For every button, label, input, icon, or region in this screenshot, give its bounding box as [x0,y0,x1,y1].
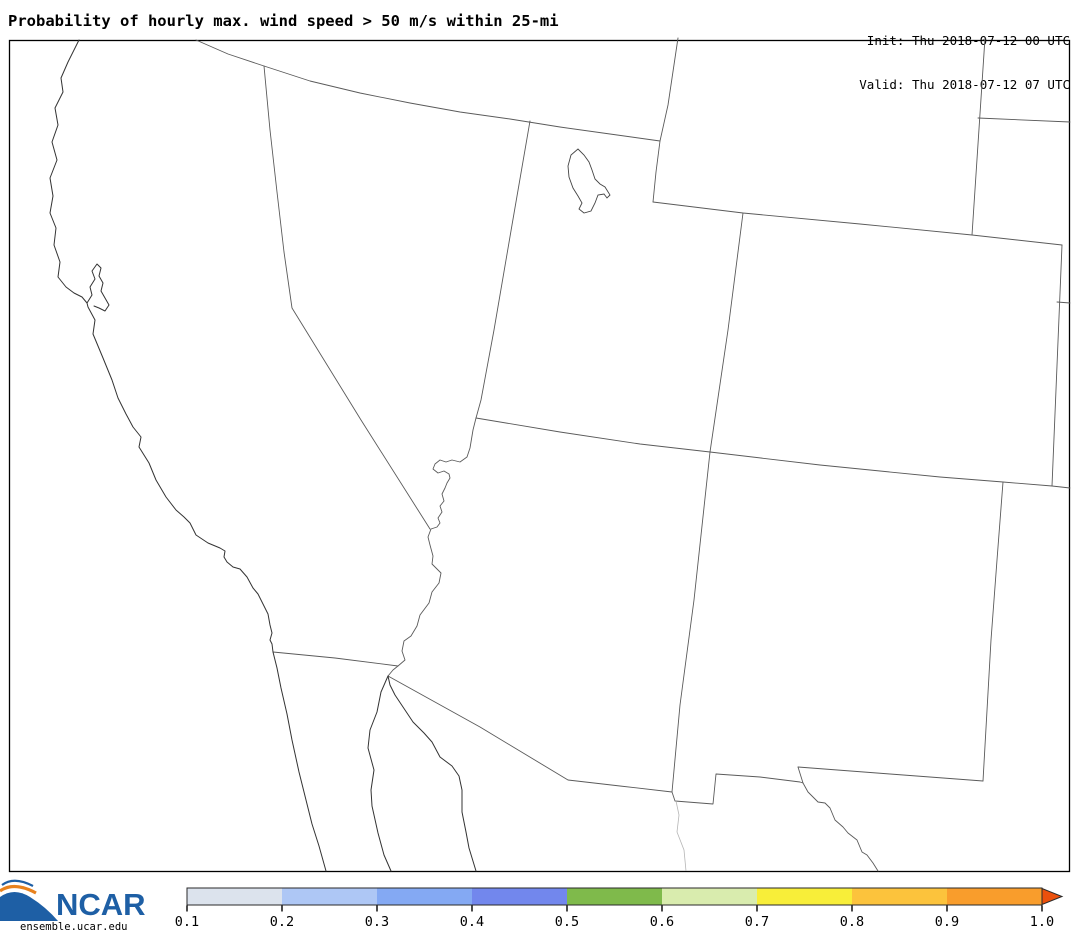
colorbar-tick-label: 1.0 [1030,914,1054,930]
timestamp-block: Init: Thu 2018-07-12 00 UTC Valid: Thu 2… [859,5,1070,107]
colorbar-tick-label: 0.5 [555,914,579,930]
colorbar-labels: 0.1 0.2 0.3 0.4 0.5 0.6 0.7 0.8 0.9 1.0 [175,914,1054,930]
ncar-logo-text: NCAR [56,887,146,922]
border-43n-stub [977,117,1071,123]
border-42n-parallel [195,39,661,142]
probability-colorbar: 0.1 0.2 0.3 0.4 0.5 0.6 0.7 0.8 0.9 1.0 [175,887,1064,930]
border-idaho-wyoming-utah-111w [652,37,679,203]
coast-baja-pacific [272,651,327,872]
ensemble-url: ensemble.ucar.edu [20,921,128,933]
colorbar-tick-label: 0.8 [840,914,864,930]
colorbar-tick-label: 0.9 [935,914,959,930]
colorbar-segment [187,888,282,905]
map-frame [8,39,1071,873]
border-newmexico-texas-32n [797,766,984,782]
colorbar-tick-label: 0.3 [365,914,389,930]
border-37n-parallel [475,417,1071,489]
coastlines-group [49,39,477,872]
colorbar-segments [186,887,1064,906]
border-colorado-river [387,417,477,677]
border-newmexico-texas-103w [982,481,1004,782]
border-40n-stub [1056,301,1071,304]
coast-california [49,39,274,653]
colorbar-arrow [1041,887,1064,906]
coast-san-francisco-bay [86,263,110,312]
ncar-swoosh-orange-arc [0,884,37,895]
colorbar-ticks [186,905,1043,912]
coast-baja-gulf [367,675,392,872]
colorbar-segment [567,888,662,905]
colorbar-segment [472,888,567,905]
border-us-mexico-california [272,651,399,667]
border-newmexico-bootheel [671,773,804,805]
colorbar-segment [947,888,1042,905]
coast-sonora-gulf [387,675,477,872]
border-nevada-utah-114w [475,120,531,419]
ncar-logo: NCAR [0,879,146,922]
ncar-swoosh-top-arc [1,879,34,887]
border-colorado-102w [1051,244,1063,487]
map-title: Probability of hourly max. wind speed > … [8,12,559,30]
colorbar-tick-label: 0.2 [270,914,294,930]
border-utah-colorado-arizona-newmexico-109w [671,212,744,793]
colorbar-segment [852,888,947,905]
colorbar-tick-label: 0.6 [650,914,674,930]
colorbar-segment [282,888,377,905]
ncar-swoosh-main [0,892,58,921]
colorbar-tick-label: 0.7 [745,914,769,930]
colorbar-tick-label: 0.4 [460,914,484,930]
river-chihuahua [675,800,687,872]
border-41n-parallel [652,201,1063,246]
border-california-nevada [263,65,431,530]
border-wyoming-104w [971,37,986,236]
border-us-mexico-arizona [387,675,673,793]
colorbar-segment [377,888,472,905]
great-salt-lake [567,148,611,214]
border-rio-grande [797,766,879,872]
valid-time: Valid: Thu 2018-07-12 07 UTC [859,76,1070,92]
colorbar-segment [662,888,757,905]
colorbar-segment [757,888,852,905]
state-borders-group [195,37,1071,872]
colorbar-tick-label: 0.1 [175,914,199,930]
